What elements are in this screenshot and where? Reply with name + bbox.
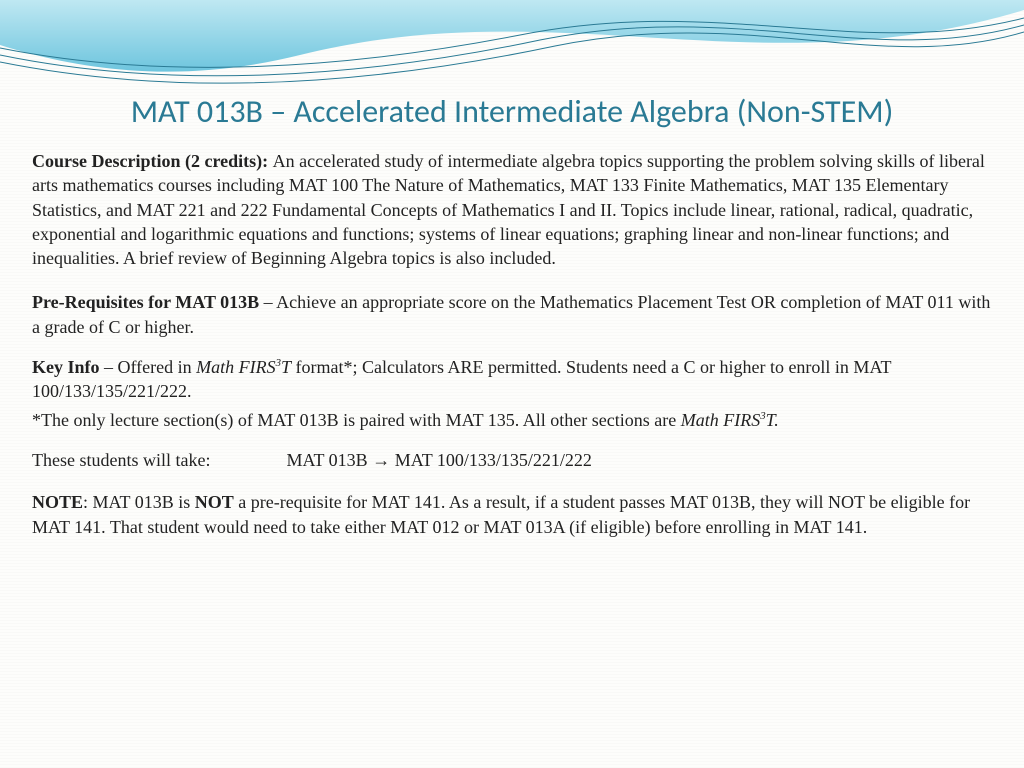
course-description: Course Description (2 credits): An accel… — [32, 149, 992, 270]
slide-content: MAT 013B – Accelerated Intermediate Alge… — [0, 0, 1024, 559]
footnote-pre: *The only lecture section(s) of MAT 013B… — [32, 410, 681, 430]
note-not: NOT — [195, 492, 234, 512]
course-pathway: These students will take: MAT 013B → MAT… — [32, 448, 992, 472]
slide-title: MAT 013B – Accelerated Intermediate Alge… — [32, 92, 992, 131]
math-first-term: Math FIRS3T — [196, 357, 291, 377]
course-description-label: Course Description (2 credits): — [32, 151, 273, 171]
note: NOTE: MAT 013B is NOT a pre-requisite fo… — [32, 490, 992, 539]
arrow-right-icon: → — [372, 450, 390, 470]
prerequisites: Pre-Requisites for MAT 013B – Achieve an… — [32, 290, 992, 339]
pathway-from: MAT 013B — [287, 450, 373, 470]
key-info: Key Info – Offered in Math FIRS3T format… — [32, 355, 992, 404]
note-pre: : MAT 013B is — [83, 492, 195, 512]
pathway-label: These students will take: — [32, 448, 282, 472]
pathway-to: MAT 100/133/135/221/222 — [390, 450, 592, 470]
note-label: NOTE — [32, 492, 83, 512]
math-first-term-footnote: Math FIRS3T. — [681, 410, 779, 430]
prerequisites-label: Pre-Requisites for MAT 013B — [32, 292, 259, 312]
key-info-label: Key Info — [32, 357, 100, 377]
key-info-pre: – Offered in — [100, 357, 197, 377]
key-info-footnote: *The only lecture section(s) of MAT 013B… — [32, 408, 992, 432]
